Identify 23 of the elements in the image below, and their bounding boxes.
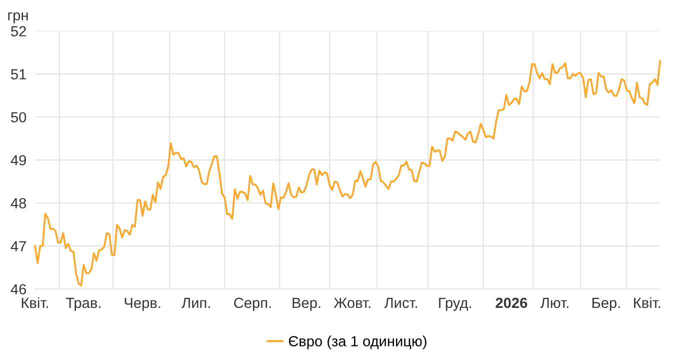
x-tick-label: Лют. <box>540 298 568 308</box>
x-tick-label: 2026 <box>496 298 528 308</box>
x-tick-label: Квіт. <box>22 297 48 308</box>
y-tick-label: 49 <box>10 155 26 166</box>
y-tick-label: 48 <box>10 198 26 208</box>
x-tick-label: Вер. <box>292 298 320 311</box>
x-tick-label: Трав. <box>66 298 100 311</box>
y-tick-label: 50 <box>11 112 26 122</box>
x-tick-label: Жовт. <box>334 298 370 308</box>
x-tick-label: Лип. <box>182 298 210 308</box>
x-tick-label: Бер. <box>592 298 620 311</box>
x-tick-label: Серп. <box>234 298 271 311</box>
x-tick-label: Лист. <box>384 298 418 308</box>
line-series <box>34 60 661 286</box>
x-tick-label: Квіт. <box>634 297 660 308</box>
x-tick-label: Груд. <box>439 298 471 311</box>
y-tick-label: 51 <box>11 69 26 80</box>
x-tick-label: Черв. <box>124 298 160 311</box>
y-tick-label: 52 <box>11 26 26 36</box>
y-tick-label: 46 <box>10 284 26 294</box>
y-axis-title: грн <box>8 12 28 24</box>
y-tick-label: 47 <box>10 241 26 252</box>
legend-label: Євро (за 1 одиницю) <box>288 336 426 350</box>
